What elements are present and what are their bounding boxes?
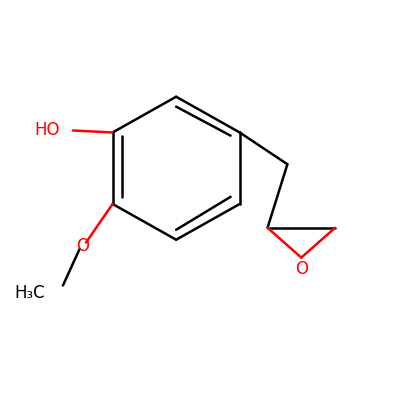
Text: O: O [295,260,308,278]
Text: O: O [76,237,89,255]
Text: HO: HO [35,122,60,140]
Text: H₃C: H₃C [14,284,45,302]
